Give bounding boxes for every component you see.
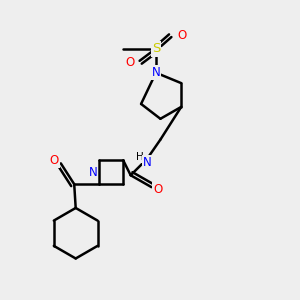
Text: S: S	[152, 42, 160, 56]
Text: N: N	[152, 66, 160, 79]
Text: N: N	[88, 166, 97, 179]
Text: O: O	[153, 183, 163, 196]
Text: H: H	[136, 152, 143, 162]
Text: O: O	[50, 154, 59, 167]
Text: O: O	[178, 29, 187, 42]
Text: O: O	[125, 56, 134, 69]
Text: N: N	[143, 156, 152, 169]
